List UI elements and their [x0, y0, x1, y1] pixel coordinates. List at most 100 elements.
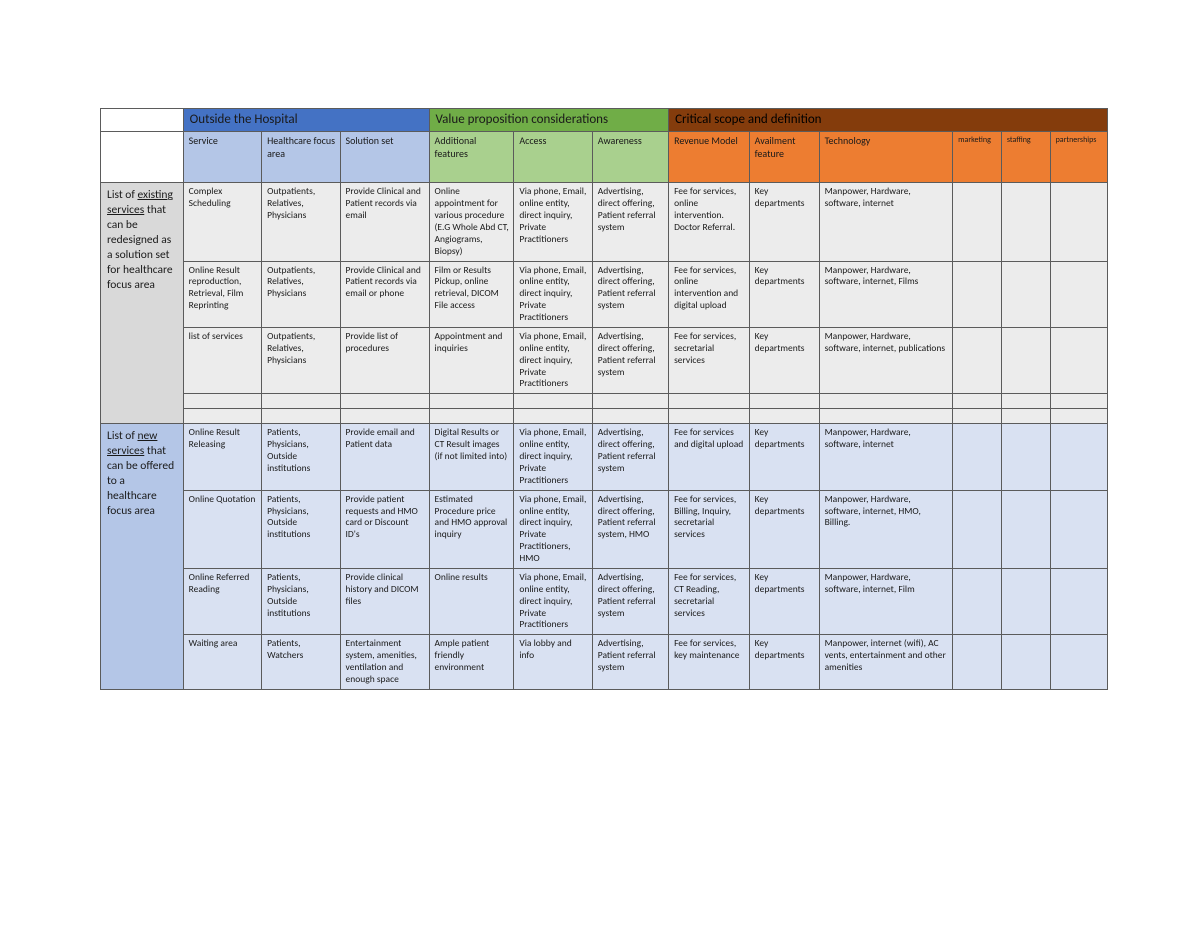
rowlabel-existing-services: List of existing services that can be re…: [101, 183, 184, 424]
cell: Provide patient requests and HMO card or…: [340, 490, 429, 568]
cell: [1050, 424, 1107, 490]
cell: Online Result reproduction, Retrieval, F…: [183, 261, 261, 327]
cell: Digital Results or CT Result images (if …: [429, 424, 514, 490]
col-solution-set: Solution set: [340, 132, 429, 183]
cell: Via phone, Email, online entity, direct …: [514, 424, 592, 490]
col-additional-features: Additional features: [429, 132, 514, 183]
col-awareness: Awareness: [592, 132, 668, 183]
cell: Online Referred Reading: [183, 568, 261, 634]
cell: [262, 394, 340, 409]
cell: Advertising, direct offering, Patient re…: [592, 490, 668, 568]
cell: [1050, 568, 1107, 634]
cell: Via phone, Email, online entity, direct …: [514, 490, 592, 568]
cell: Fee for services, secretarial services: [669, 327, 750, 393]
cell: [953, 327, 1002, 393]
table-row: Online Result reproduction, Retrieval, F…: [101, 261, 1108, 327]
cell: Provide email and Patient data: [340, 424, 429, 490]
cell: Fee for services and digital upload: [669, 424, 750, 490]
cell: [340, 394, 429, 409]
cell: [1050, 394, 1107, 409]
col-revenue-model: Revenue Model: [669, 132, 750, 183]
col-availment-feature: Availment feature: [749, 132, 819, 183]
spacer-row: [101, 394, 1108, 409]
cell: Patients, Physicians, Outside institutio…: [262, 424, 340, 490]
cell: [1050, 327, 1107, 393]
cell: Manpower, Hardware, software, internet, …: [819, 261, 953, 327]
cell: [1050, 409, 1107, 424]
cell: Via lobby and info: [514, 635, 592, 690]
cell: [1001, 394, 1050, 409]
cell: Provide Clinical and Patient records via…: [340, 261, 429, 327]
cell: Key departments: [749, 183, 819, 261]
col-technology: Technology: [819, 132, 953, 183]
col-marketing: marketing: [953, 132, 1002, 183]
cell: Key departments: [749, 490, 819, 568]
cell: [429, 409, 514, 424]
cell: [514, 394, 592, 409]
cell: [183, 409, 261, 424]
cell: Patients, Physicians, Outside institutio…: [262, 568, 340, 634]
cell: [340, 409, 429, 424]
col-healthcare-focus: Healthcare focus area: [262, 132, 340, 183]
cell: Online appointment for various procedure…: [429, 183, 514, 261]
table-row: Online Referred ReadingPatients, Physici…: [101, 568, 1108, 634]
cell: Outpatients, Relatives, Physicians: [262, 261, 340, 327]
cell: list of services: [183, 327, 261, 393]
cell: Provide clinical history and DICOM files: [340, 568, 429, 634]
cell: Fee for services, CT Reading, secretaria…: [669, 568, 750, 634]
cell: [183, 394, 261, 409]
cell: Patients, Watchers: [262, 635, 340, 690]
cell: [1001, 568, 1050, 634]
rowlabel-text: List of: [107, 188, 137, 202]
cell: [514, 409, 592, 424]
cell: [953, 183, 1002, 261]
table-row: Waiting areaPatients, WatchersEntertainm…: [101, 635, 1108, 690]
cell: Ample patient friendly environment: [429, 635, 514, 690]
cell: Key departments: [749, 424, 819, 490]
cell: [1001, 183, 1050, 261]
cell: Manpower, Hardware, software, internet: [819, 183, 953, 261]
cell: Provide Clinical and Patient records via…: [340, 183, 429, 261]
cell: Manpower, Hardware, software, internet, …: [819, 568, 953, 634]
cell: Via phone, Email, online entity, direct …: [514, 183, 592, 261]
cell: [953, 394, 1002, 409]
cell: Manpower, Hardware, software, internet, …: [819, 327, 953, 393]
cell: [749, 394, 819, 409]
cell: [819, 394, 953, 409]
rowlabel-text: List of: [107, 429, 137, 443]
cell: Fee for services, online intervention. D…: [669, 183, 750, 261]
cell: Film or Results Pickup, online retrieval…: [429, 261, 514, 327]
cell: Estimated Procedure price and HMO approv…: [429, 490, 514, 568]
cell: Key departments: [749, 635, 819, 690]
sub-header-row: Service Healthcare focus area Solution s…: [101, 132, 1108, 183]
group-header-row: Outside the Hospital Value proposition c…: [101, 109, 1108, 132]
cell: Key departments: [749, 568, 819, 634]
cell: Entertainment system, amenities, ventila…: [340, 635, 429, 690]
col-service: Service: [183, 132, 261, 183]
corner-cell: [101, 109, 184, 132]
cell: Via phone, Email, online entity, direct …: [514, 327, 592, 393]
rowlabel-new-services: List of new services that can be offered…: [101, 424, 184, 690]
cell: Advertising, direct offering, Patient re…: [592, 183, 668, 261]
cell: [1050, 183, 1107, 261]
cell: [1001, 490, 1050, 568]
healthcare-services-matrix: Outside the Hospital Value proposition c…: [0, 0, 1200, 927]
cell: [1050, 490, 1107, 568]
cell: [592, 394, 668, 409]
cell: [669, 394, 750, 409]
cell: [1001, 327, 1050, 393]
subheader-corner: [101, 132, 184, 183]
cell: [262, 409, 340, 424]
cell: [429, 394, 514, 409]
cell: [953, 635, 1002, 690]
cell: Patients, Physicians, Outside institutio…: [262, 490, 340, 568]
group-critical-scope: Critical scope and definition: [669, 109, 1108, 132]
matrix-table: Outside the Hospital Value proposition c…: [100, 108, 1108, 690]
cell: [1001, 261, 1050, 327]
cell: [1001, 635, 1050, 690]
cell: Fee for services, key maintenance: [669, 635, 750, 690]
cell: [1001, 424, 1050, 490]
group-critical-scope-label: Critical scope and definition: [675, 112, 821, 127]
cell: Provide list of procedures: [340, 327, 429, 393]
col-staffing: staffing: [1001, 132, 1050, 183]
